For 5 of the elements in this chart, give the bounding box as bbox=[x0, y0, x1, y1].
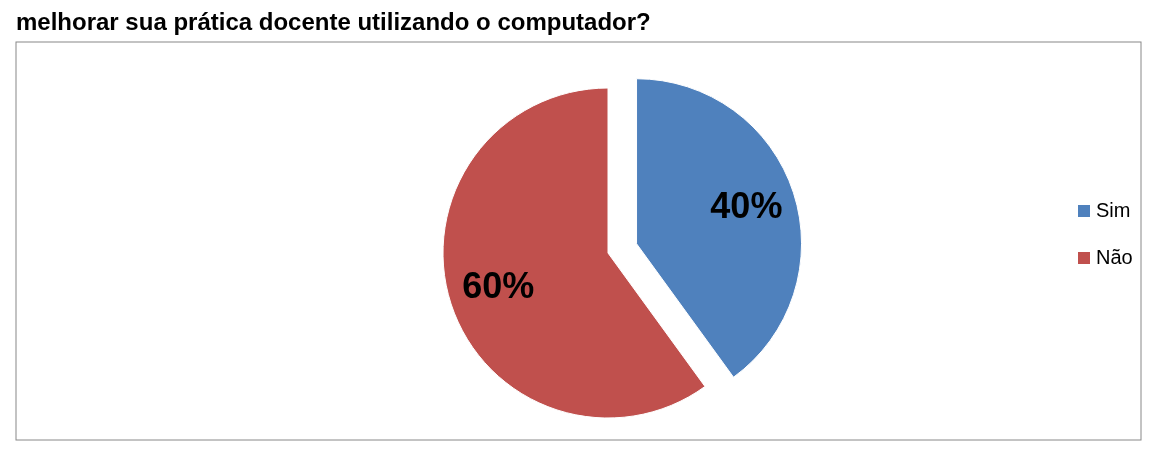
legend-label: Não bbox=[1096, 246, 1133, 268]
chart-title: melhorar sua prática docente utilizando o computador? bbox=[16, 8, 651, 35]
legend-label: Sim bbox=[1096, 199, 1131, 221]
data-label: 60% bbox=[462, 265, 535, 307]
data-label: 40% bbox=[710, 184, 783, 226]
